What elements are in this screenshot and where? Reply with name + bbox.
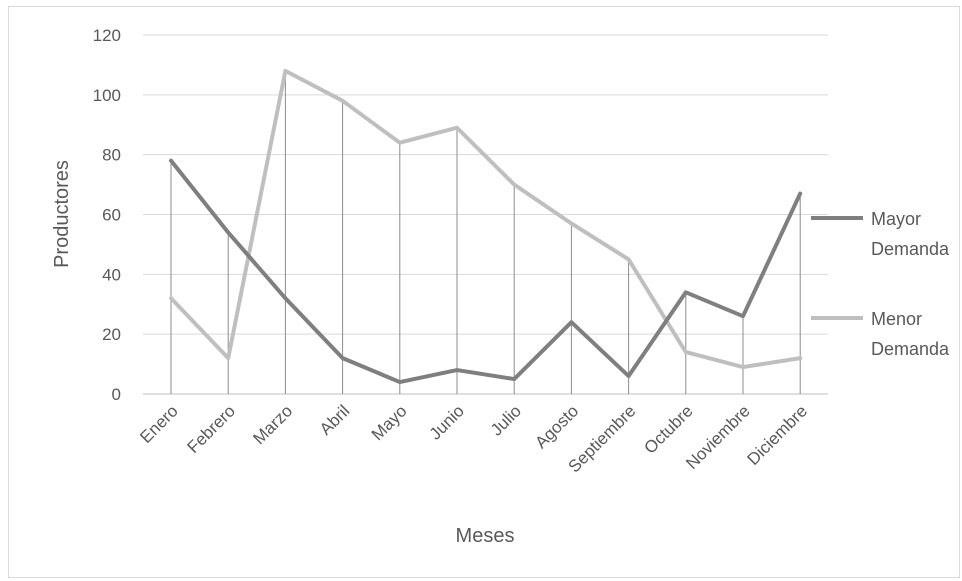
x-tick-label: Abril	[316, 401, 353, 438]
x-tick-label: Mayo	[368, 401, 411, 444]
y-tick-label: 0	[112, 385, 121, 404]
legend-label: Demanda	[871, 239, 950, 259]
legend-label: Mayor	[871, 209, 921, 229]
chart-frame	[8, 6, 960, 578]
x-tick-label: Octubre	[640, 401, 696, 457]
y-axis-title: Productores	[51, 160, 73, 268]
x-tick-label: Febrero	[183, 401, 239, 457]
x-tick-label: Julio	[487, 401, 525, 439]
y-tick-label: 80	[102, 146, 121, 165]
series-line-mayor-demanda	[169, 158, 803, 385]
y-axis-ticks: 0 20 40 60 80 100 120	[93, 26, 121, 404]
gridlines	[143, 34, 828, 395]
y-tick-label: 40	[102, 265, 121, 284]
x-tick-label: Enero	[136, 401, 182, 447]
x-tick-label: Agosto	[531, 401, 582, 452]
legend-label: Demanda	[871, 339, 950, 359]
y-tick-label: 20	[102, 325, 121, 344]
y-tick-label: 120	[93, 26, 121, 45]
y-tick-label: 100	[93, 86, 121, 105]
series-lines	[169, 68, 803, 385]
x-tick-label: Marzo	[249, 401, 296, 448]
x-tick-label: Diciembre	[743, 401, 811, 469]
y-tick-label: 60	[102, 206, 121, 225]
x-tick-label: Junio	[426, 401, 468, 443]
drop-lines	[170, 70, 801, 394]
legend-label: Menor	[871, 309, 922, 329]
series-line-menor-demanda	[169, 68, 803, 370]
x-axis-ticks: Enero Febrero Marzo Abril Mayo Junio Julio Agos…	[136, 401, 811, 476]
x-axis-title: Meses	[456, 525, 515, 547]
legend: Mayor Demanda Menor Demanda	[811, 209, 950, 359]
